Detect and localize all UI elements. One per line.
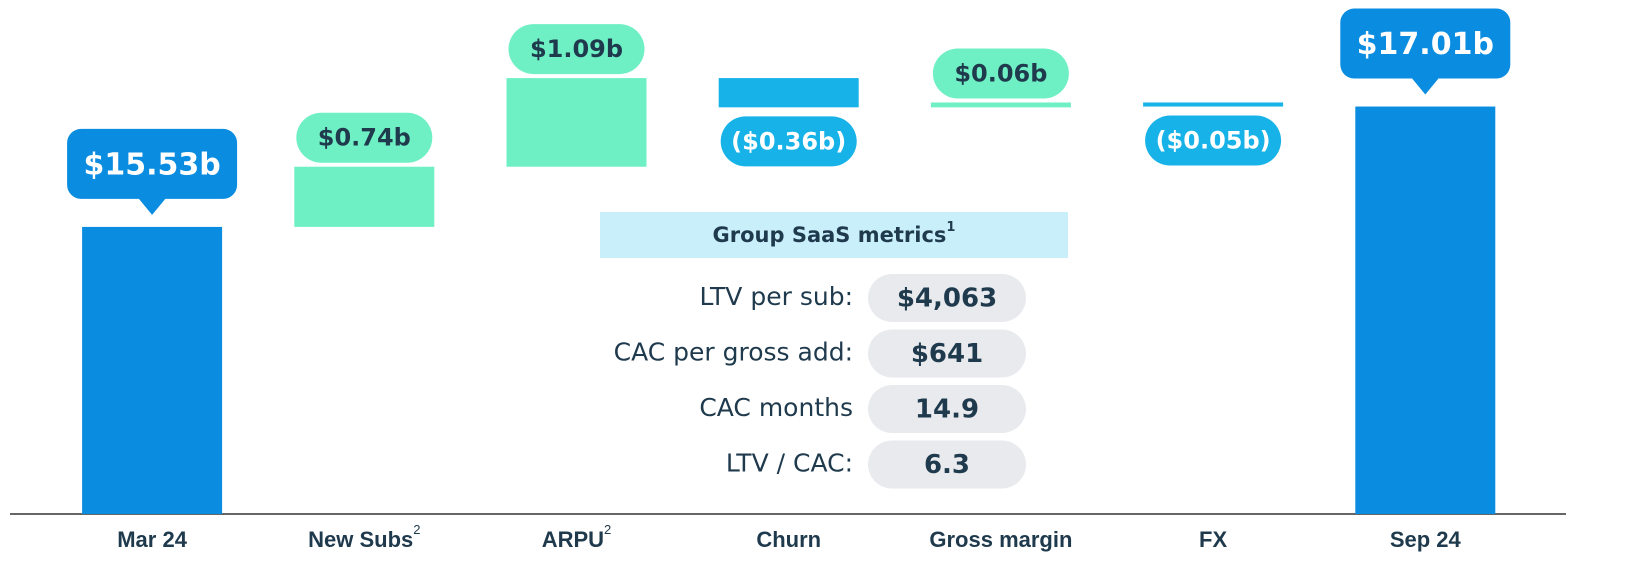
x-tick-label: FX: [1199, 527, 1227, 552]
metric-value-bg: [868, 440, 1026, 489]
metric-value-bg: [868, 329, 1026, 378]
metric-value-bg: [868, 385, 1026, 433]
metric-label: CAC months: [699, 393, 853, 422]
value-label: $0.06b: [954, 59, 1047, 87]
bar: [294, 166, 435, 227]
metrics-title-text: Group SaaS metrics: [713, 223, 947, 247]
value-label-bg: [932, 48, 1069, 99]
x-tick-label-note: 2: [413, 522, 420, 537]
x-tick-label-text: Mar 24: [117, 527, 187, 552]
x-tick-label: Churn: [756, 527, 821, 552]
metric-value: $4,063: [897, 284, 997, 314]
value-label-bg: [1340, 8, 1511, 79]
metric-label: LTV per sub:: [700, 282, 853, 311]
x-tick-label: New Subs2: [308, 522, 420, 551]
value-label: $17.01b: [1357, 27, 1494, 62]
x-tick-label-text: Churn: [756, 527, 821, 552]
value-label-bg: [67, 128, 238, 199]
metric-value-bg: [868, 274, 1026, 322]
bar: [82, 226, 223, 514]
x-tick-label: Mar 24: [117, 527, 187, 552]
x-tick-label: Sep 24: [1390, 527, 1462, 552]
x-tick-label-text: Sep 24: [1390, 527, 1462, 552]
metric-value: 14.9: [915, 395, 979, 425]
bar: [1355, 106, 1496, 514]
metric-value: 6.3: [924, 450, 970, 480]
value-label: $0.74b: [318, 124, 411, 152]
bar: [718, 78, 859, 108]
x-tick-label-text: FX: [1199, 527, 1227, 552]
value-label-bg: [1145, 115, 1282, 166]
value-label-pointer: [1411, 77, 1440, 95]
x-tick-label-note: 2: [604, 522, 611, 537]
metrics-title: Group SaaS metrics1: [713, 220, 956, 248]
value-label: $15.53b: [83, 147, 220, 182]
x-tick-label-text: Gross margin: [929, 527, 1072, 552]
value-label: $1.09b: [530, 35, 623, 63]
metrics-title-note: 1: [946, 220, 955, 235]
value-label: ($0.05b): [1156, 127, 1271, 155]
metric-label: LTV / CAC:: [726, 449, 853, 478]
value-label-bg: [720, 116, 857, 167]
x-tick-label: ARPU2: [542, 522, 612, 551]
x-tick-label-text: ARPU: [542, 527, 604, 552]
bar: [506, 78, 647, 167]
value-label: ($0.36b): [731, 127, 846, 155]
metric-value: $641: [911, 339, 983, 369]
x-tick-label: Gross margin: [929, 527, 1072, 552]
value-label-pointer: [138, 197, 167, 215]
value-label-bg: [508, 24, 645, 75]
x-tick-label-text: New Subs: [308, 527, 413, 552]
bar: [930, 102, 1071, 108]
metric-label: CAC per gross add:: [614, 338, 853, 367]
metrics-title-box: [600, 212, 1068, 258]
value-label-bg: [296, 112, 433, 163]
bar: [1143, 102, 1284, 107]
